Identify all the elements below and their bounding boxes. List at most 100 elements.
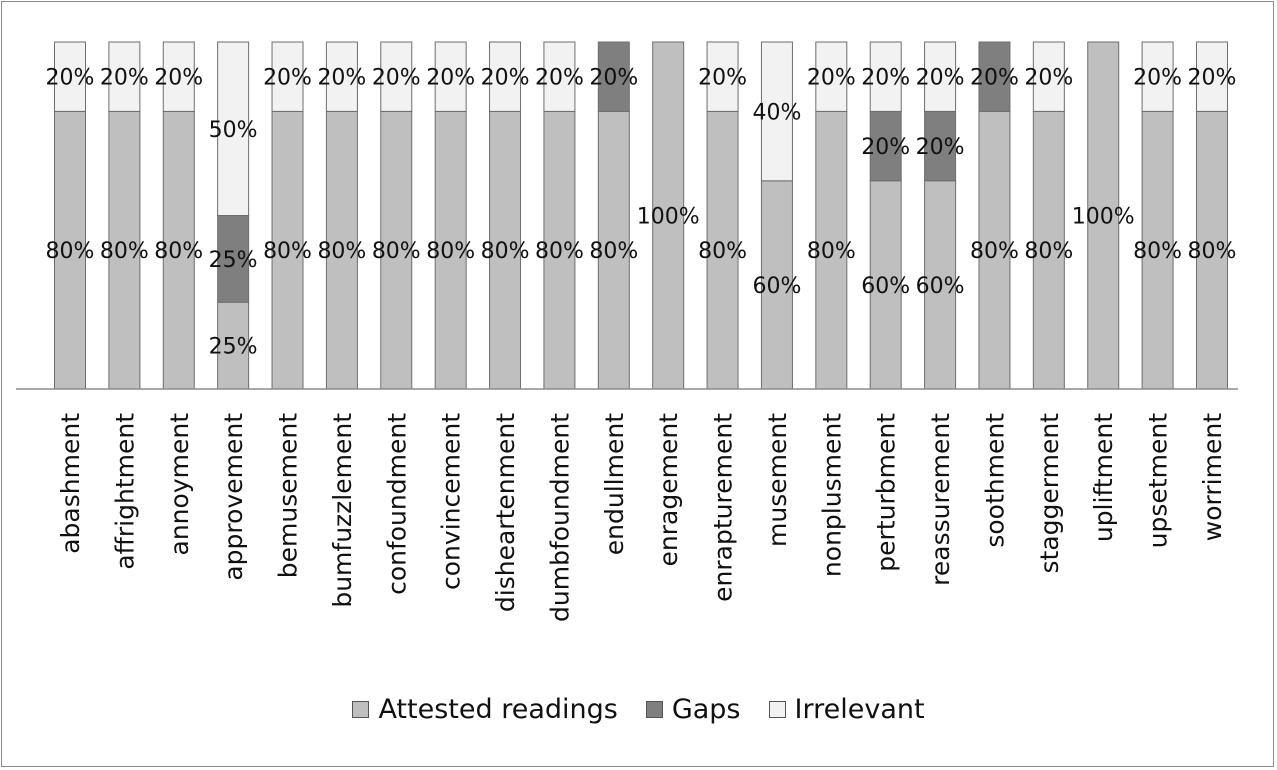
category-label-convincement: convincement [437, 413, 466, 590]
bar-segment-irrelevant-perturbment [869, 41, 902, 112]
category-label-enrapturement: enrapturement [709, 413, 738, 602]
category-label-nonplusment: nonplusment [817, 413, 846, 577]
data-label-attested-readings-approvement: 25% [209, 335, 258, 360]
data-label-attested-readings-reassurement: 60% [916, 274, 965, 299]
category-label-affrightment: affrightment [110, 413, 139, 570]
bar-segment-irrelevant-affrightment [108, 41, 141, 112]
data-label-attested-readings-dumbfoundment: 80% [535, 239, 584, 264]
data-label-irrelevant-confoundment: 20% [372, 66, 421, 91]
category-label-staggerment: staggerment [1035, 413, 1064, 574]
data-label-irrelevant-upsetment: 20% [1133, 66, 1182, 91]
bar-segment-irrelevant-confoundment [380, 41, 413, 112]
data-label-irrelevant-dumbfoundment: 20% [535, 66, 584, 91]
category-label-musement: musement [763, 413, 792, 547]
legend-swatch-attested-readings [352, 701, 370, 718]
data-label-irrelevant-convincement: 20% [426, 66, 475, 91]
category-label-bemusement: bemusement [274, 413, 303, 578]
category-label-enragement: enragement [654, 413, 683, 567]
bar-segment-irrelevant-nonplusment [815, 41, 848, 112]
data-label-attested-readings-abashment: 80% [46, 239, 95, 264]
category-label-worriment: worriment [1198, 413, 1227, 541]
bar-segment-gaps-endullment [597, 41, 630, 112]
data-label-attested-readings-musement: 60% [752, 274, 801, 299]
bar-segment-irrelevant-abashment [54, 41, 86, 112]
category-label-reassurement: reassurement [926, 413, 955, 586]
bar-segment-irrelevant-approvement [217, 41, 250, 216]
legend-label-attested-readings: Attested readings [378, 694, 618, 725]
bar-segment-attested-readings-bemusement [271, 110, 304, 390]
data-label-gaps-endullment: 20% [589, 66, 638, 91]
category-label-upliftment: upliftment [1089, 413, 1118, 542]
data-label-irrelevant-abashment: 20% [46, 66, 95, 91]
bar-segment-irrelevant-reassurement [924, 41, 957, 112]
data-label-irrelevant-approvement: 50% [209, 118, 258, 143]
legend-item-gaps: Gaps [645, 694, 741, 725]
data-label-attested-readings-upsetment: 80% [1133, 239, 1182, 264]
data-label-attested-readings-bumfuzzlement: 80% [317, 239, 366, 264]
category-label-abashment: abashment [56, 413, 85, 554]
data-label-irrelevant-enrapturement: 20% [698, 66, 747, 91]
bar-segment-attested-readings-musement [760, 180, 793, 390]
category-label-perturbment: perturbment [872, 413, 901, 572]
data-label-gaps-soothment: 20% [970, 66, 1019, 91]
data-label-irrelevant-perturbment: 20% [861, 66, 910, 91]
bar-segment-attested-readings-upsetment [1141, 110, 1174, 390]
data-label-attested-readings-enragement: 100% [637, 205, 700, 230]
data-label-irrelevant-bemusement: 20% [263, 66, 312, 91]
bar-segment-gaps-perturbment [869, 110, 902, 182]
stacked-bar-chart: 80% 20% 80% 20% 80% 20% 25% 25% 50% 80% 20% 80% 20% 8… [16, 41, 1238, 622]
data-label-irrelevant-affrightment: 20% [100, 66, 149, 91]
bar-segment-attested-readings-nonplusment [815, 110, 848, 390]
bar-segment-attested-readings-dumbfoundment [543, 110, 576, 390]
data-label-attested-readings-upliftment: 100% [1072, 205, 1135, 230]
legend: Attested readings Gaps Irrelevant [2, 694, 1275, 725]
category-label-soothment: soothment [980, 413, 1009, 548]
data-label-attested-readings-bemusement: 80% [263, 239, 312, 264]
data-label-gaps-perturbment: 20% [861, 135, 910, 160]
category-label-dumbfoundment: dumbfoundment [545, 413, 574, 622]
category-label-confoundment: confoundment [382, 413, 411, 595]
data-label-irrelevant-worriment: 20% [1188, 66, 1237, 91]
bar-segment-attested-readings-enragement [652, 41, 685, 390]
data-label-attested-readings-disheartenment: 80% [481, 239, 530, 264]
data-label-irrelevant-bumfuzzlement: 20% [317, 66, 366, 91]
data-label-attested-readings-convincement: 80% [426, 239, 475, 264]
bar-segment-irrelevant-worriment [1195, 41, 1228, 112]
data-label-attested-readings-staggerment: 80% [1024, 239, 1073, 264]
data-label-irrelevant-musement: 40% [752, 100, 801, 125]
data-label-attested-readings-confoundment: 80% [372, 239, 421, 264]
category-label-upsetment: upsetment [1144, 413, 1173, 549]
bar-segment-attested-readings-convincement [434, 110, 467, 390]
bars-layer [54, 41, 1228, 390]
bar-segment-irrelevant-enrapturement [706, 41, 739, 112]
category-label-approvement: approvement [219, 413, 248, 581]
bar-segment-attested-readings-enrapturement [706, 110, 739, 390]
category-labels-layer: abashment affrightment annoyment approvemen… [56, 413, 1227, 622]
data-label-gaps-reassurement: 20% [916, 135, 965, 160]
legend-swatch-irrelevant [768, 701, 786, 718]
data-label-attested-readings-enrapturement: 80% [698, 239, 747, 264]
bar-segment-irrelevant-annoyment [162, 41, 195, 112]
data-label-gaps-approvement: 25% [209, 248, 258, 273]
category-label-bumfuzzlement: bumfuzzlement [328, 413, 357, 608]
legend-item-irrelevant: Irrelevant [768, 694, 925, 725]
bar-segment-irrelevant-musement [760, 41, 793, 182]
data-label-attested-readings-endullment: 80% [589, 239, 638, 264]
category-label-endullment: endullment [600, 413, 629, 555]
data-label-attested-readings-annoyment: 80% [154, 239, 203, 264]
bar-segment-attested-readings-abashment [54, 110, 86, 390]
bar-segment-irrelevant-staggerment [1032, 41, 1065, 112]
bar-segment-gaps-approvement [217, 215, 250, 303]
bar-segment-irrelevant-convincement [434, 41, 467, 112]
bar-segment-irrelevant-bemusement [271, 41, 304, 112]
bar-segment-attested-readings-disheartenment [489, 110, 522, 390]
data-label-attested-readings-nonplusment: 80% [807, 239, 856, 264]
bar-segment-irrelevant-bumfuzzlement [325, 41, 358, 112]
data-label-attested-readings-soothment: 80% [970, 239, 1019, 264]
legend-swatch-gaps [645, 701, 663, 718]
legend-item-attested-readings: Attested readings [352, 694, 618, 725]
bar-segment-irrelevant-upsetment [1141, 41, 1174, 112]
data-label-irrelevant-staggerment: 20% [1024, 66, 1073, 91]
data-label-irrelevant-annoyment: 20% [154, 66, 203, 91]
